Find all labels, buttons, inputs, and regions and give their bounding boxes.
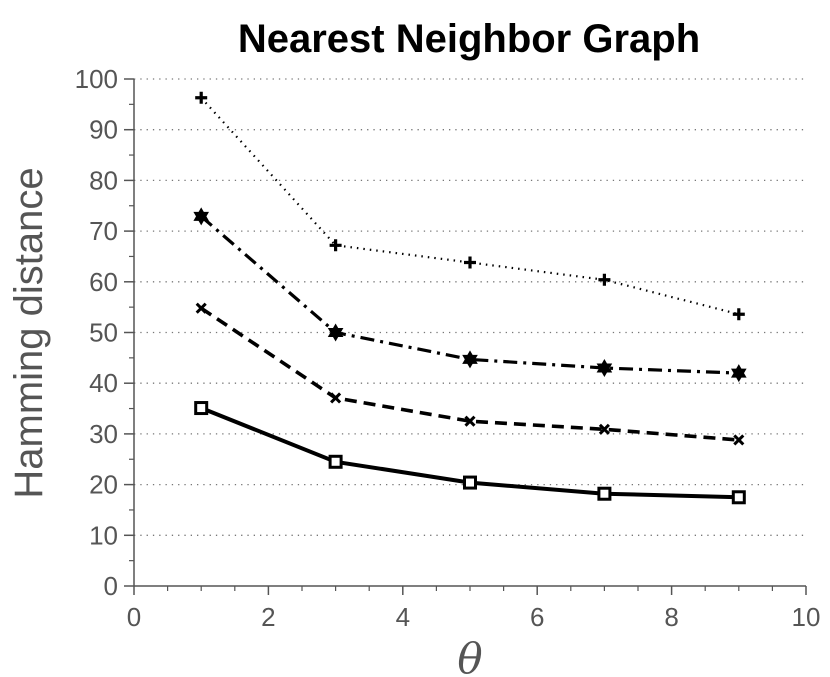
y-tick-label: 60: [89, 267, 118, 297]
x-tick-label: 0: [127, 602, 141, 632]
y-axis-label: Hamming distance: [7, 167, 51, 498]
data-point: [328, 454, 343, 469]
x-tick-label: 4: [396, 602, 410, 632]
x-tick-label: 6: [530, 602, 544, 632]
data-point: [731, 490, 746, 505]
data-point: [195, 91, 208, 104]
grid: [134, 78, 806, 536]
y-tick-label: 40: [89, 368, 118, 398]
data-point: [462, 354, 478, 369]
y-tick-labels: 0 10 20 30 40 50 60 70 80 90 100: [75, 64, 118, 601]
y-tick-label: 80: [89, 165, 118, 195]
x-tick-label: 2: [261, 602, 275, 632]
axes: [124, 78, 807, 595]
y-tick-label: 50: [89, 318, 118, 348]
y-tick-label: 90: [89, 115, 118, 145]
series-group: [193, 91, 747, 505]
data-point: [330, 392, 342, 404]
chart-title: Nearest Neighbor Graph: [238, 17, 700, 61]
data-point: [731, 368, 747, 383]
data-point: [598, 423, 610, 435]
data-point: [195, 302, 207, 314]
data-point: [327, 328, 344, 342]
data-point: [464, 415, 476, 427]
y-tick-label: 100: [75, 64, 118, 94]
data-point: [329, 239, 342, 252]
x-tick-label: 8: [664, 602, 678, 632]
data-point: [598, 273, 611, 286]
y-tick-label: 20: [89, 470, 118, 500]
y-tick-label: 10: [89, 520, 118, 550]
y-tick-label: 30: [89, 419, 118, 449]
series-line: [200, 306, 739, 442]
x-tick-labels: 0 2 4 6 8 10: [127, 602, 821, 632]
data-point: [194, 401, 209, 416]
data-point: [597, 486, 612, 501]
x-axis-label: θ: [457, 634, 482, 677]
series-2: [193, 207, 747, 383]
data-point: [596, 363, 613, 377]
y-tick-label: 70: [89, 216, 118, 246]
series-4: [194, 401, 746, 505]
data-point: [463, 475, 477, 490]
series-3: [195, 302, 745, 446]
y-tick-label: 0: [104, 571, 118, 601]
data-point: [193, 211, 209, 226]
data-point: [464, 256, 476, 269]
data-point: [732, 308, 745, 321]
x-tick-label: 10: [792, 602, 821, 632]
series-line: [200, 215, 739, 375]
series-1: [195, 91, 745, 321]
data-point: [733, 434, 745, 446]
